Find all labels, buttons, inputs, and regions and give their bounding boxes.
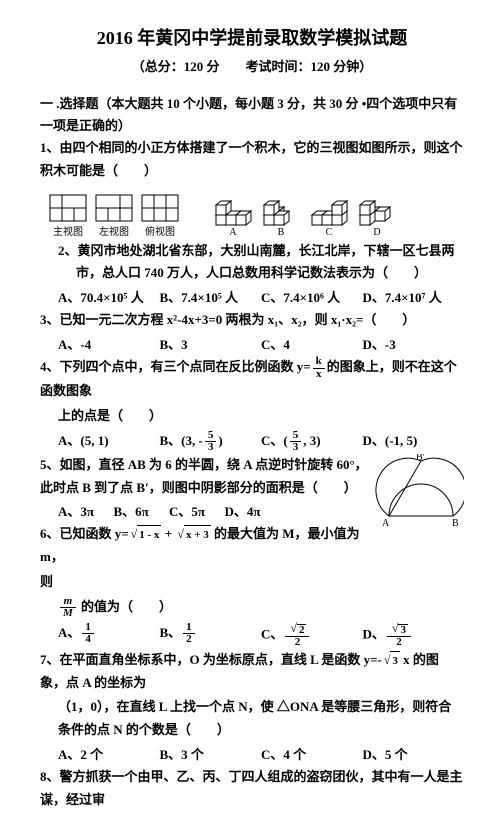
q3-opts: A、-4 B、3 C、4 D、-3 <box>40 334 464 356</box>
opt-c-label: C <box>308 227 350 238</box>
q6-text-2: 则 <box>40 571 464 594</box>
opt-b-label: B <box>260 227 302 238</box>
q4-c: C、(53, 3) <box>261 430 363 454</box>
q2-opts: A、70.4×10⁵ 人 B、7.4×10⁵ 人 C、7.4×10⁶ 人 D、7… <box>40 287 464 309</box>
q6-frac-line: mM 的值为（ ） <box>40 596 464 620</box>
q2-text: 2、黄冈市地处湖北省东部，大别山南麓，长江北岸，下辖一区七县两市，总人口 740… <box>40 240 464 286</box>
section-1-head: 一 .选择题（本大题共 10 个小题，每小题 3 分，共 30 分 •四个选项中… <box>40 93 464 137</box>
q3-d: D、-3 <box>363 334 465 356</box>
q5-b: B、6π <box>114 501 170 523</box>
q3-c: C、4 <box>261 334 363 356</box>
q2-d: D、7.4×10⁷ 人 <box>363 287 465 309</box>
q6-a: A、14 <box>58 622 160 649</box>
q2-c: C、7.4×10⁶ 人 <box>261 287 363 309</box>
opt-c-iso: C <box>308 187 350 238</box>
q7-b: B、3 个 <box>160 744 262 766</box>
q5-d: D、4π <box>225 501 281 523</box>
svg-text:Bʹ: Bʹ <box>416 454 425 463</box>
q4-a: A、(5, 1) <box>58 430 160 454</box>
q2-a: A、70.4×10⁵ 人 <box>58 287 160 309</box>
q5-a: A、3π <box>58 501 114 523</box>
svg-text:A: A <box>382 518 390 529</box>
q7-sqrt: 3 <box>382 649 400 672</box>
q4-d: D、(-1, 5) <box>363 430 465 454</box>
front-view: 主视图 <box>48 193 88 238</box>
q4-b: B、(3, -53) <box>160 430 262 454</box>
q3-b: B、3 <box>160 334 262 356</box>
q7-text-a: 7、在平面直角坐标系中，O 为坐标原点，直线 L 是函数 y=- <box>40 652 382 667</box>
q6-c: C、22 <box>261 622 363 649</box>
q8-text: 8、警方抓获一个由甲、乙、丙、丁四人组成的盗窃团伙，其中有一人是主谋，经过审 <box>40 766 464 812</box>
q5-opts: A、3π B、6π C、5π D、4π <box>40 501 370 523</box>
q7-c: C、4 个 <box>261 744 363 766</box>
top-view-label: 俯视图 <box>140 223 180 238</box>
page-subtitle: （总分：120 分 考试时间：120 分钟） <box>40 56 464 75</box>
q7-a: A、2 个 <box>58 744 160 766</box>
q4-text: 4、下列四个点中，有三个点同在反比例函数 y=kx的图象上，则不在这个函数图象 <box>40 356 464 403</box>
q7-text-2: （1，0），在直线 L 上找一个点 N，使 △ONA 是等腰三角形，则符合条件的… <box>40 696 464 742</box>
q6-opts: A、14 B、12 C、22 D、32 <box>40 622 464 649</box>
q7-opts: A、2 个 B、3 个 C、4 个 D、5 个 <box>40 744 464 766</box>
q6-b: B、12 <box>160 622 262 649</box>
q4-opts: A、(5, 1) B、(3, -53) C、(53, 3) D、(-1, 5) <box>40 430 464 454</box>
q1-text: 1、由四个相同的小正方体搭建了一个积木，它的三视图如图所示，则这个积木可能是（ … <box>40 137 464 183</box>
q3-a: A、-4 <box>58 334 160 356</box>
q6-sqrt2: x + 3 <box>175 523 210 546</box>
q6-frac: mM <box>60 596 76 620</box>
q3-text: 3、已知一元二次方程 x²-4x+3=0 两根为 x₁、x₂，则 x₁·x₂=（… <box>40 309 464 332</box>
q7-text: 7、在平面直角坐标系中，O 为坐标原点，直线 L 是函数 y=-3 x 的图象，… <box>40 649 464 695</box>
opt-d-iso: D <box>356 187 398 238</box>
left-view-label: 左视图 <box>94 223 134 238</box>
q5-figure: Bʹ A B <box>374 454 464 534</box>
q4-frac: kx <box>313 356 325 380</box>
q6-d: D、32 <box>363 622 465 649</box>
q4-text-a: 4、下列四个点中，有三个点同在反比例函数 y= <box>40 359 311 374</box>
front-view-label: 主视图 <box>48 223 88 238</box>
q5-c: C、5π <box>169 501 225 523</box>
opt-a-label: A <box>212 227 254 238</box>
left-view: 左视图 <box>94 193 134 238</box>
top-view: 俯视图 <box>140 193 180 238</box>
q6-sqrt1: 1 - x <box>129 523 162 546</box>
q6-text-a: 6、已知函数 y= <box>40 526 129 541</box>
q2-b: B、7.4×10⁵ 人 <box>160 287 262 309</box>
opt-b-iso: B <box>260 187 302 238</box>
q4-text-2: 上的点是（ ） <box>40 405 464 428</box>
svg-text:B: B <box>452 518 459 529</box>
q7-d: D、5 个 <box>363 744 465 766</box>
opt-a-iso: A <box>212 187 254 238</box>
q1-figures: 主视图 左视图 俯视图 <box>48 187 464 238</box>
page-title: 2016 年黄冈中学提前录取数学模拟试题 <box>40 24 464 50</box>
opt-d-label: D <box>356 227 398 238</box>
